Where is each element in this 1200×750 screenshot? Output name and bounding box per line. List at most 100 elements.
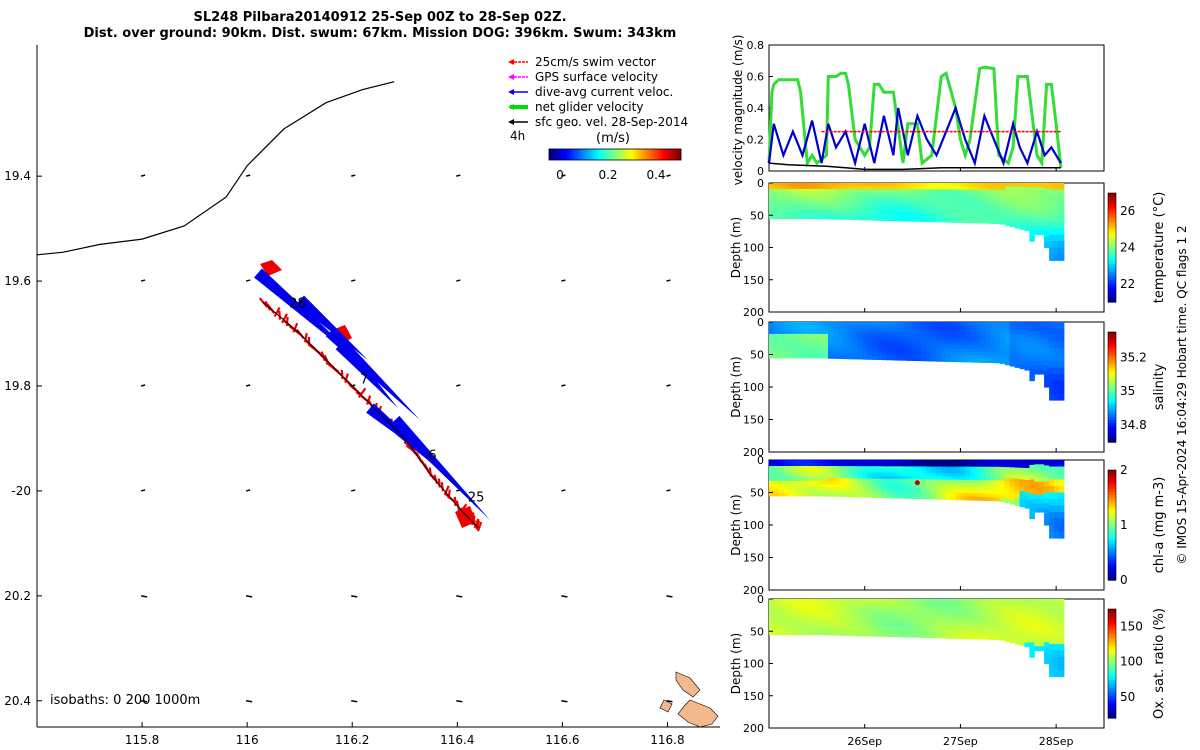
section-cell — [847, 608, 854, 612]
section-cell — [798, 345, 804, 350]
section-cell — [867, 346, 873, 351]
section-cell — [950, 205, 957, 210]
section-cell — [990, 213, 996, 218]
section-cell — [960, 186, 967, 191]
section-cell — [803, 622, 809, 627]
section-cell — [1004, 200, 1011, 205]
section-cell — [808, 622, 814, 627]
section-cell — [1044, 625, 1050, 632]
section-cell — [867, 494, 873, 498]
section-cell — [1024, 638, 1030, 644]
section-cell — [828, 192, 834, 196]
section-cell — [808, 322, 814, 326]
section-cell — [847, 331, 854, 335]
section-cell — [882, 623, 888, 628]
section-cell — [886, 337, 893, 342]
section-cell — [1024, 366, 1030, 371]
section-cell — [1049, 387, 1055, 395]
section-cell — [921, 183, 927, 187]
section-cell — [769, 339, 775, 344]
colorbar-cell — [659, 149, 662, 160]
section-cell — [955, 202, 962, 207]
section-cell — [970, 348, 976, 353]
swim-vector — [455, 506, 476, 528]
section-cell — [990, 602, 996, 607]
section-cell — [808, 336, 814, 341]
section-colorbar-cell — [1108, 555, 1116, 559]
section-colorbar-tick-label: 100 — [1120, 655, 1143, 669]
section-cell — [778, 622, 785, 627]
section-cell — [798, 631, 804, 636]
section-cell — [769, 460, 775, 464]
section-cell — [788, 203, 795, 208]
section-cell — [886, 331, 893, 336]
section-cell — [837, 614, 844, 618]
section-colorbar-cell — [1108, 712, 1116, 716]
section-cell — [955, 628, 962, 633]
section-cell — [985, 605, 991, 610]
section-cell — [867, 620, 873, 625]
section-cell — [941, 492, 947, 497]
section-cell — [1044, 327, 1050, 334]
section-cell — [990, 487, 996, 491]
section-cell — [842, 355, 849, 360]
section-cell — [1014, 640, 1021, 645]
velocity-y-label: velocity magnitude (m/s) — [731, 35, 745, 186]
section-cell — [842, 325, 849, 329]
section-cell — [906, 357, 913, 361]
section-cell — [1049, 221, 1055, 229]
map-y-tick-label: 20.2 — [4, 589, 31, 603]
section-cell — [995, 342, 1001, 347]
section-cell — [995, 493, 1001, 498]
section-cell — [872, 463, 878, 467]
section-cell — [793, 339, 800, 344]
section-cell — [818, 466, 824, 470]
section-cell — [842, 490, 849, 494]
section-cell — [1044, 242, 1050, 249]
section-cell — [872, 186, 878, 190]
section-cell — [999, 339, 1006, 344]
section-cell — [1024, 358, 1030, 363]
section-cell — [980, 463, 986, 468]
section-cell — [867, 340, 873, 345]
section-cell — [926, 466, 932, 471]
section-cell — [896, 337, 903, 342]
section-cell — [901, 475, 908, 480]
section-cell — [867, 328, 873, 332]
section-cell — [931, 492, 937, 497]
section-colorbar-cell — [1108, 525, 1116, 529]
section-cell — [911, 611, 917, 616]
section-colorbar-cell — [1108, 611, 1116, 615]
section-cell — [1044, 365, 1050, 372]
section-cell — [999, 196, 1006, 201]
section-cell — [818, 197, 824, 202]
section-cell — [1029, 370, 1035, 377]
section-y-tick-label: 100 — [743, 381, 764, 394]
section-cell — [990, 335, 996, 340]
section-cell — [990, 609, 996, 614]
section-cell — [1049, 202, 1055, 210]
section-cell — [832, 632, 839, 636]
section-cell — [769, 466, 775, 470]
section-cell — [886, 469, 893, 474]
section-cell — [832, 340, 839, 344]
section-cell — [857, 493, 863, 498]
section-cell — [857, 192, 863, 196]
section-cell — [970, 483, 976, 488]
section-cell — [813, 631, 819, 636]
section-cell — [936, 186, 942, 190]
section-cell — [828, 340, 834, 344]
section-cell — [931, 205, 937, 210]
section-cell — [832, 210, 839, 214]
section-cell — [906, 214, 913, 219]
section-cell — [862, 356, 868, 360]
section-cell — [980, 186, 986, 191]
section-cell — [886, 356, 893, 361]
section-cell — [1039, 481, 1045, 487]
section-cell — [798, 460, 804, 464]
section-cell — [1009, 482, 1016, 487]
section-cell — [857, 611, 863, 615]
section-cell — [941, 341, 947, 346]
section-cell — [1019, 641, 1026, 646]
